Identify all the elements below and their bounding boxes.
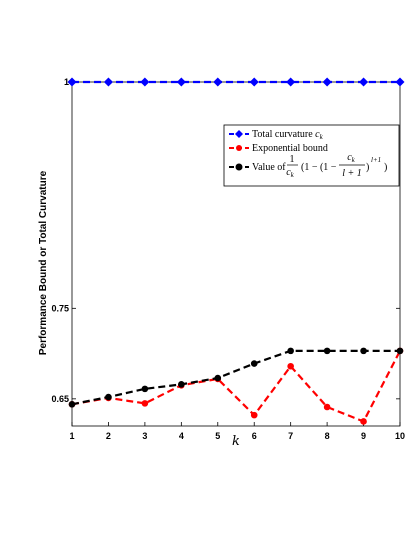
x-tick-label: 3 — [142, 431, 147, 441]
x-tick-label: 7 — [288, 431, 293, 441]
x-tick-label: 5 — [215, 431, 220, 441]
data-point-black — [396, 347, 404, 355]
y-tick-label: 0.75 — [51, 303, 69, 313]
data-point-red — [141, 400, 149, 407]
svg-text:ck: ck — [286, 167, 294, 179]
legend-inner-num-c: c — [347, 152, 352, 163]
legend-entry-total-curvature: Total curvature ck — [229, 129, 324, 141]
plot-frame — [71, 81, 401, 427]
data-point-red — [250, 411, 258, 419]
legend-inner-num-k: k — [352, 156, 356, 164]
legend-paren-close-2: ) — [384, 162, 387, 173]
data-point-black — [360, 347, 367, 355]
series-line-red — [71, 350, 401, 423]
series-line-black — [71, 349, 400, 406]
legend-entry-value-formula: Value of 1 ck (1 − (1 − ck l + 1 ) l+1 ) — [229, 152, 387, 179]
y-tick-label: 1 — [64, 77, 69, 87]
legend-var-c: c — [315, 129, 320, 140]
data-point-blue — [176, 77, 186, 87]
data-point-blue — [286, 77, 296, 87]
legend-box — [223, 124, 400, 187]
legend-marker-black — [235, 163, 243, 171]
legend-label-value-of: Value of — [252, 162, 286, 173]
legend-marker-red — [236, 145, 242, 151]
data-point-blue — [359, 77, 369, 87]
data-point-blue — [213, 77, 223, 87]
data-point-black — [105, 393, 112, 401]
legend-frac-num: 1 — [290, 154, 295, 165]
data-point-black — [178, 381, 185, 388]
data-point-blue — [322, 77, 332, 87]
data-point-red — [360, 418, 367, 425]
data-point-blue — [395, 77, 405, 87]
data-point-black — [323, 347, 331, 355]
data-point-red — [323, 403, 331, 411]
x-tick-label: 1 — [69, 431, 74, 441]
data-point-black — [287, 347, 294, 355]
tick-labels: 1 2 3 4 5 6 7 8 9 10 0.65 0.75 1 — [51, 77, 405, 441]
legend-exponent: l+1 — [371, 156, 381, 164]
data-point-blue — [249, 77, 259, 87]
legend-marker-diamond — [235, 130, 243, 138]
data-point-blue — [103, 77, 113, 87]
legend-frac-den-c: c — [286, 167, 291, 178]
x-tick-label: 8 — [325, 431, 330, 441]
data-point-black — [250, 360, 258, 367]
legend-frac-den-k: k — [291, 171, 295, 179]
data-point-black — [141, 385, 149, 393]
data-point-blue — [67, 77, 77, 87]
legend-label-exponential-bound: Exponential bound — [252, 143, 328, 154]
legend-inner-den: l + 1 — [342, 168, 362, 179]
x-tick-label: 6 — [252, 431, 257, 441]
legend-paren-close: ) — [366, 162, 369, 173]
legend: Total curvature ck Exponential bound Val… — [223, 124, 400, 187]
svg-text:Total curvature ck: Total curvature ck — [252, 129, 324, 141]
x-tick-label: 4 — [179, 431, 184, 441]
legend-label-total-curvature: Total curvature — [252, 129, 315, 140]
y-axis-label: Performance Bound or Total Curvature — [38, 170, 49, 355]
y-tick-label: 0.65 — [51, 394, 69, 404]
svg-text:ck: ck — [347, 152, 355, 164]
x-tick-label: 2 — [106, 431, 111, 441]
legend-entry-exponential-bound: Exponential bound — [229, 143, 328, 154]
x-axis-label: k — [232, 434, 240, 449]
plot-area — [67, 77, 405, 427]
data-point-blue — [140, 77, 150, 87]
legend-paren-open: (1 − (1 − — [301, 162, 337, 173]
data-point-black — [68, 400, 76, 408]
data-point-black — [214, 374, 222, 382]
data-point-red — [287, 362, 294, 370]
x-tick-label: 10 — [395, 431, 405, 441]
x-tick-label: 9 — [361, 431, 366, 441]
legend-sub-k: k — [320, 133, 324, 141]
